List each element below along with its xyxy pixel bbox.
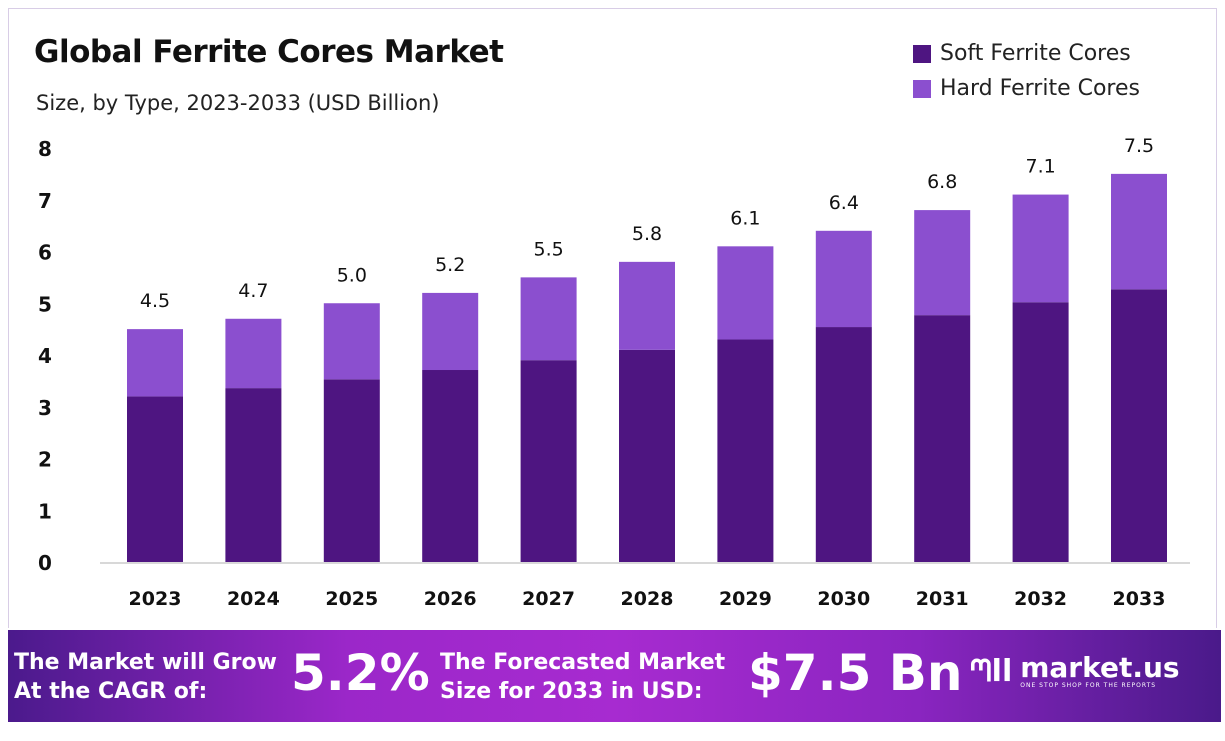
logo-tagline: ONE STOP SHOP FOR THE REPORTS xyxy=(1020,682,1157,689)
data-label-total: 5.0 xyxy=(337,264,367,286)
legend-label-hard: Hard Ferrite Cores xyxy=(940,76,1140,101)
chart-subtitle: Size, by Type, 2023-2033 (USD Billion) xyxy=(36,91,440,115)
x-tick-label: 2033 xyxy=(1113,588,1166,610)
legend-item-soft: Soft Ferrite Cores xyxy=(913,36,1140,71)
cagr-label: The Market will Grow At the CAGR of: xyxy=(14,648,277,706)
market-us-logo: ᘉll market.us ONE STOP SHOP FOR THE REPOR… xyxy=(970,651,1180,690)
bar-hard-2026 xyxy=(422,292,479,371)
x-tick-label: 2031 xyxy=(916,588,969,610)
summary-banner: The Market will Grow At the CAGR of: 5.2%… xyxy=(8,630,1221,722)
bar-soft-2032 xyxy=(1012,302,1069,562)
bar-soft-2033 xyxy=(1111,289,1167,562)
forecast-value: $7.5 Bn xyxy=(748,644,963,702)
bar-hard-2031 xyxy=(914,210,971,316)
bar-hard-2030 xyxy=(815,230,872,328)
bar-soft-2031 xyxy=(914,315,971,562)
x-tick-label: 2023 xyxy=(129,588,182,610)
bar-soft-2029 xyxy=(717,339,774,562)
y-tick-label: 8 xyxy=(38,137,52,161)
x-tick-label: 2026 xyxy=(424,588,477,610)
bar-soft-2025 xyxy=(323,379,380,562)
data-label-total: 6.8 xyxy=(927,171,957,193)
legend-label-soft: Soft Ferrite Cores xyxy=(940,41,1131,66)
x-tick-label: 2028 xyxy=(621,588,674,610)
bar-soft-2024 xyxy=(225,388,282,562)
data-label-total: 4.5 xyxy=(140,290,170,312)
x-tick-label: 2024 xyxy=(227,588,280,610)
x-tick-label: 2032 xyxy=(1014,588,1067,610)
data-label-total: 5.5 xyxy=(533,238,563,260)
bar-hard-2025 xyxy=(323,303,380,380)
data-label-total: 7.1 xyxy=(1025,156,1055,178)
bar-hard-2029 xyxy=(717,246,774,340)
y-tick-label: 2 xyxy=(38,448,52,472)
bar-soft-2027 xyxy=(520,360,577,562)
cagr-label-line2: At the CAGR of: xyxy=(14,679,208,704)
bar-soft-2023 xyxy=(127,396,183,562)
x-tick-label: 2027 xyxy=(522,588,575,610)
y-tick-label: 6 xyxy=(38,241,52,265)
bar-hard-2024 xyxy=(225,318,282,389)
bar-soft-2026 xyxy=(422,370,479,562)
data-label-total: 4.7 xyxy=(238,280,268,302)
data-label-total: 5.2 xyxy=(435,254,465,276)
bar-hard-2023 xyxy=(127,329,183,397)
y-tick-label: 1 xyxy=(38,499,52,523)
legend-swatch-hard xyxy=(913,79,931,98)
forecast-label: The Forecasted Market Size for 2033 in US… xyxy=(440,648,725,706)
x-tick-label: 2025 xyxy=(325,588,378,610)
forecast-label-line2: Size for 2033 in USD: xyxy=(440,679,703,704)
bar-hard-2027 xyxy=(520,277,577,361)
cagr-value: 5.2% xyxy=(291,644,430,702)
legend-swatch-soft xyxy=(913,44,931,63)
bar-chart: 0 1 2 3 4 5 6 7 8 4.5 2023 4.7 2024 5.0 2025 5.2 2026 5.5… xyxy=(38,135,1190,610)
y-tick-label: 5 xyxy=(38,292,52,316)
x-tick-label: 2030 xyxy=(817,588,870,610)
bar-hard-2033 xyxy=(1111,173,1167,290)
logo-name: market.us xyxy=(1020,651,1180,684)
data-label-total: 6.1 xyxy=(730,207,760,229)
y-tick-label: 4 xyxy=(38,344,52,368)
x-tick-label: 2029 xyxy=(719,588,772,610)
forecast-label-line1: The Forecasted Market xyxy=(440,650,726,675)
chart-frame xyxy=(8,8,1217,628)
y-tick-label: 3 xyxy=(38,396,52,420)
data-label-total: 7.5 xyxy=(1124,135,1154,157)
cagr-label-line1: The Market will Grow xyxy=(14,650,277,675)
logo-mark-icon: ᘉll xyxy=(970,654,1013,689)
data-label-total: 5.8 xyxy=(632,223,662,245)
legend: Soft Ferrite Cores Hard Ferrite Cores xyxy=(913,36,1140,106)
y-tick-label: 7 xyxy=(38,189,52,213)
legend-item-hard: Hard Ferrite Cores xyxy=(913,71,1140,106)
bar-hard-2032 xyxy=(1012,194,1069,303)
chart-title: Global Ferrite Cores Market xyxy=(34,34,504,70)
y-tick-label: 0 xyxy=(38,551,52,575)
data-label-total: 6.4 xyxy=(829,192,859,214)
bar-soft-2030 xyxy=(815,327,872,562)
bar-soft-2028 xyxy=(619,349,675,562)
bar-hard-2028 xyxy=(619,261,675,350)
